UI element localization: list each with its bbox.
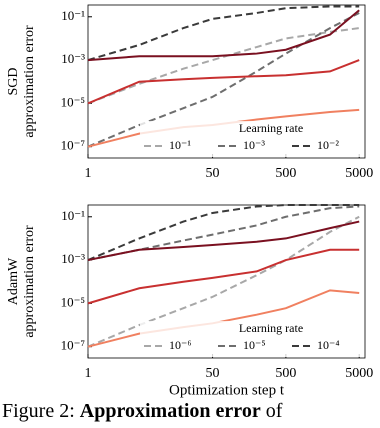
y-tick-label: 10⁻³	[61, 51, 85, 66]
x-tick-label: 500	[275, 366, 296, 381]
x-tick-label: 1	[85, 166, 92, 181]
caption-prefix: Figure 2:	[2, 400, 80, 422]
legend-label: 10⁻⁶	[169, 338, 192, 352]
legend-box	[140, 121, 362, 157]
y-tick-label: 10⁻⁵	[61, 94, 85, 109]
y-tick-label: 10⁻⁷	[61, 138, 85, 153]
y-axis-label: AdamW	[6, 257, 21, 305]
caption: Figure 2: Approximation error of	[2, 400, 283, 422]
legend-title: Learning rate	[239, 121, 303, 135]
series-line	[87, 27, 360, 105]
plot-frame	[87, 204, 366, 359]
y-axis-label: SGD	[6, 67, 21, 95]
x-tick-label: 500	[275, 166, 296, 181]
series-line	[87, 215, 360, 348]
x-tick-label: 50	[206, 366, 220, 381]
y-tick-label: 10⁻³	[61, 251, 85, 266]
series-line	[87, 12, 360, 148]
plot-frame	[87, 4, 366, 159]
x-tick-label: 5000	[345, 366, 373, 381]
y-axis-label: approximation error	[22, 25, 37, 138]
caption-suffix: of	[261, 400, 283, 422]
legend-title: Learning rate	[239, 321, 303, 335]
series-line	[87, 59, 360, 105]
series-line	[87, 5, 360, 62]
y-tick-label: 10⁻¹	[61, 8, 85, 23]
legend-label: 10⁻³	[243, 138, 265, 152]
x-tick-label: 50	[206, 166, 220, 181]
y-tick-label: 10⁻⁵	[61, 294, 85, 309]
series-line	[87, 220, 360, 262]
series-line	[87, 204, 360, 262]
legend-label: 10⁻²	[317, 138, 339, 152]
series-line	[87, 9, 360, 62]
legend-label: 10⁻⁴	[317, 338, 340, 352]
caption-bold: Approximation error	[80, 400, 261, 422]
series-line	[87, 248, 360, 305]
x-tick-label: 5000	[345, 166, 373, 181]
legend-label: 10⁻⁵	[243, 338, 266, 352]
x-axis-label: Optimization step t	[169, 382, 285, 398]
series-line	[87, 205, 360, 262]
x-tick-label: 1	[85, 366, 92, 381]
y-tick-label: 10⁻¹	[61, 208, 85, 223]
y-tick-label: 10⁻⁷	[61, 338, 85, 353]
legend-label: 10⁻¹	[169, 138, 191, 152]
legend-box	[140, 321, 362, 357]
y-axis-label: approximation error	[22, 225, 37, 338]
